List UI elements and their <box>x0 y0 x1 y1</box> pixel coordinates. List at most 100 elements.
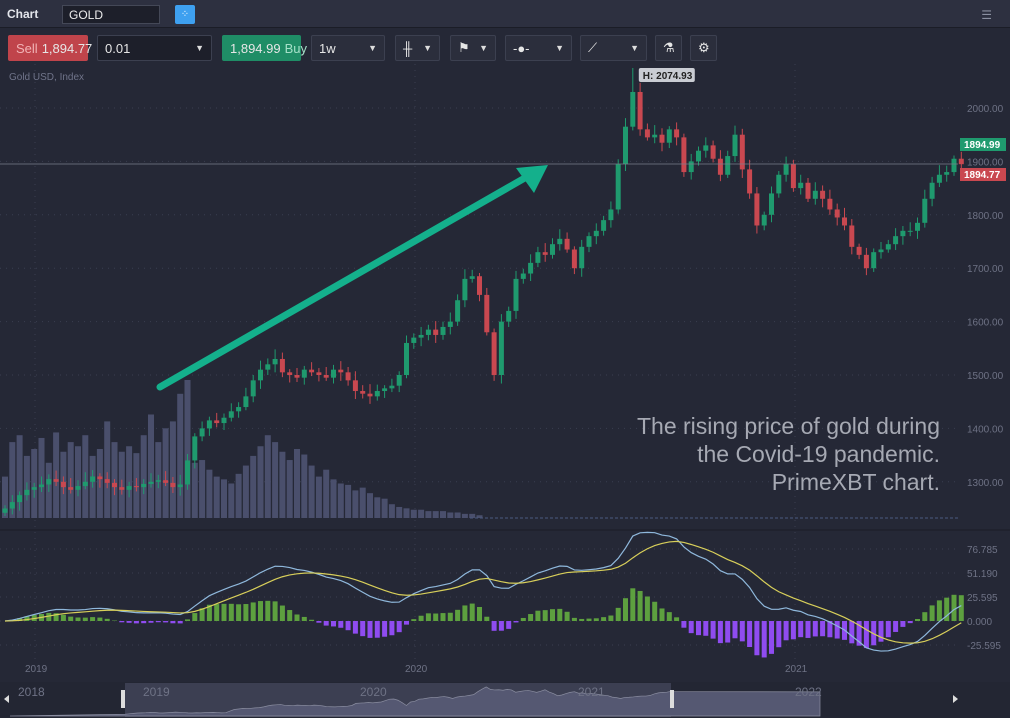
volume-bar <box>432 511 439 518</box>
navigator-handle[interactable] <box>121 690 125 708</box>
scroll-right-icon[interactable] <box>953 695 958 703</box>
interval-select[interactable]: 1w ▼ <box>311 35 385 61</box>
macd-histogram-bar <box>944 597 950 621</box>
candle-body <box>9 502 15 509</box>
macd-histogram-bar <box>674 617 680 621</box>
macd-histogram-bar <box>60 614 66 621</box>
macd-histogram-bar <box>608 615 614 621</box>
volume-bar <box>418 509 425 518</box>
candle-body <box>761 214 767 226</box>
candle-body <box>951 158 957 173</box>
scroll-left-icon[interactable] <box>4 695 9 703</box>
candle-body <box>732 134 738 157</box>
macd-histogram-bar <box>506 621 512 629</box>
candle-body <box>747 169 753 194</box>
candle <box>681 133 687 177</box>
volume-bar <box>257 446 264 518</box>
navigator-handle[interactable] <box>670 690 674 708</box>
candle-body <box>345 372 351 381</box>
macd-histogram-bar <box>425 613 431 621</box>
sell-button[interactable]: Sell 1,894.77 <box>8 35 92 61</box>
candle-body <box>141 483 147 488</box>
candle-body <box>192 436 198 461</box>
candle-body <box>425 329 431 335</box>
macd-histogram-bar <box>185 619 190 621</box>
volume-bar <box>199 460 206 518</box>
macd-histogram-bar <box>827 621 833 638</box>
candle <box>345 366 351 386</box>
macd-histogram-bar <box>951 594 957 621</box>
macd-histogram-bar <box>958 595 964 621</box>
candle <box>418 326 424 347</box>
candle-body <box>637 91 643 130</box>
candle <box>827 189 833 215</box>
candle-body <box>827 198 833 210</box>
candle <box>316 368 322 382</box>
chevron-down-icon: ▼ <box>479 43 488 53</box>
high-label-bg <box>638 68 695 82</box>
settings-button[interactable]: ⚙ <box>690 35 717 61</box>
macd-histogram-bar <box>126 621 132 623</box>
macd-histogram-bar <box>404 621 409 625</box>
indicators-button[interactable]: ⚗ <box>655 35 682 61</box>
compare-icon[interactable]: ⁘ <box>175 5 195 24</box>
candle <box>659 128 665 152</box>
volume-bar <box>381 498 388 518</box>
candle <box>272 349 278 373</box>
volume-bar <box>169 421 176 518</box>
bid-label: 1894.77 <box>964 170 1001 181</box>
interval-value: 1w <box>319 40 336 56</box>
price-tick: 2000.00 <box>967 104 1004 115</box>
candle-body <box>944 172 950 175</box>
macd-histogram-bar <box>922 612 928 621</box>
macd-histogram-bar <box>812 621 818 637</box>
drawing-tool-select[interactable]: ⟋ ▼ <box>580 35 647 61</box>
macd-histogram-bar <box>776 621 782 648</box>
volume-bar <box>242 465 249 518</box>
macd-histogram-bar <box>68 616 74 621</box>
macd-histogram-bar <box>155 621 161 623</box>
candle-body <box>820 190 826 199</box>
macd-histogram-bar <box>199 608 205 621</box>
timer-select[interactable]: -●- ▼ <box>505 35 572 61</box>
candle <box>958 151 964 171</box>
candle-body <box>907 230 913 232</box>
candle-body <box>484 294 490 333</box>
macd-histogram-bar <box>520 617 526 621</box>
macd-histogram-bar <box>396 621 402 633</box>
candle <box>630 67 636 131</box>
macd-histogram-bar <box>192 613 198 621</box>
volume-bar <box>301 454 308 518</box>
candle-body <box>936 174 942 183</box>
hamburger-icon[interactable]: ☰ <box>981 8 992 22</box>
instrument-label: Gold USD, Index <box>9 72 85 83</box>
candle <box>608 201 614 228</box>
price-tick: 1300.00 <box>967 478 1004 489</box>
quantity-select[interactable]: 0.01 ▼ <box>97 35 212 61</box>
chart-type-select[interactable]: ╫ ▼ <box>395 35 440 61</box>
candle <box>17 491 23 511</box>
volume-bar <box>469 513 476 518</box>
chevron-down-icon: ▼ <box>630 43 639 53</box>
candle <box>550 238 555 259</box>
candle-body <box>659 134 665 143</box>
chevron-down-icon: ▼ <box>555 43 564 53</box>
symbol-input[interactable]: GOLD <box>62 5 160 24</box>
candle-body <box>842 217 847 226</box>
candle <box>754 187 760 234</box>
macd-histogram-bar <box>601 617 607 621</box>
macd-histogram-bar <box>732 621 738 639</box>
price-tick: 1900.00 <box>967 157 1004 168</box>
macd-histogram-bar <box>484 616 490 621</box>
macd-histogram-bar <box>915 618 920 621</box>
macd-histogram-bar <box>907 621 913 624</box>
candle-body <box>53 479 59 482</box>
candle <box>97 473 103 488</box>
volume-bar <box>345 484 352 518</box>
flag-select[interactable]: ⚑ ▼ <box>450 35 496 61</box>
macd-histogram-bar <box>550 609 555 621</box>
volume-bar <box>367 493 373 518</box>
candle-body <box>31 487 37 490</box>
buy-button[interactable]: 1,894.99 Buy <box>222 35 307 61</box>
